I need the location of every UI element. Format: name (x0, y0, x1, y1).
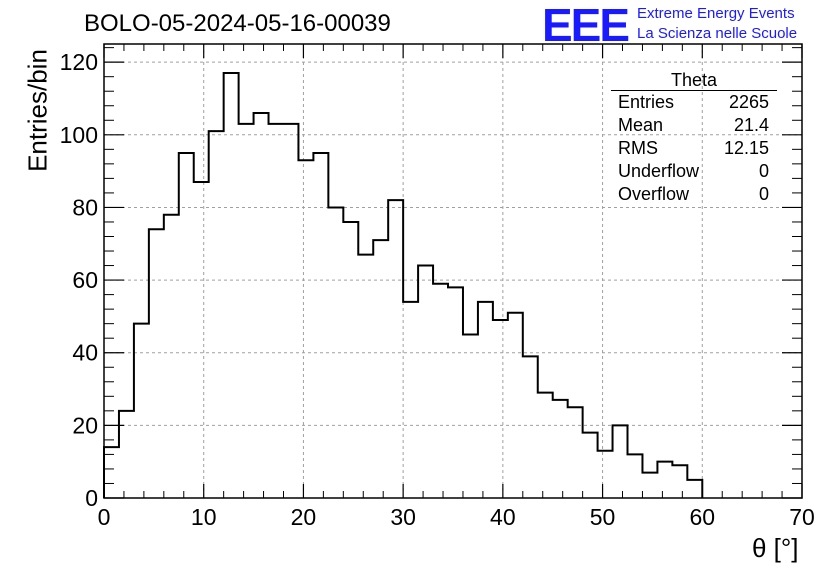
chart-title: BOLO-05-2024-05-16-00039 (84, 10, 391, 37)
x-tick-label: 30 (390, 504, 416, 530)
eee-logo: EEE (542, 0, 630, 51)
stats-row-mean: Mean 21.4 (611, 114, 777, 137)
stats-label: Overflow (618, 184, 690, 204)
y-tick-label: 0 (85, 485, 98, 511)
x-tick-label: 10 (191, 504, 217, 530)
y-tick-label: 40 (72, 340, 98, 366)
x-tick-label: 0 (98, 504, 111, 530)
y-axis-label: Entries/bin (22, 49, 53, 172)
tick-labels-layer: 0 10 20 30 40 50 60 70 0 20 40 60 80 100 120 (60, 49, 815, 530)
y-tick-label: 120 (60, 49, 98, 75)
stats-value: 0 (758, 161, 769, 181)
stats-value: 12.15 (723, 138, 769, 158)
stats-row-rms: RMS 12.15 (611, 137, 777, 160)
stats-label: Mean (618, 115, 664, 135)
plot-frame (103, 43, 803, 499)
logo-caption-line2: La Scienza nelle Scuole (637, 25, 798, 42)
x-tick-label: 20 (291, 504, 317, 530)
y-tick-label: 100 (60, 122, 98, 148)
y-tick-label: 20 (72, 412, 98, 438)
y-tick-label: 80 (72, 194, 98, 220)
x-axis-label: θ [°] (752, 533, 799, 563)
stats-label: Entries (618, 92, 675, 112)
stats-row-underflow: Underflow 0 (611, 160, 777, 183)
y-tick-label: 60 (72, 267, 98, 293)
x-tick-label: 70 (789, 504, 815, 530)
stats-value: 21.4 (733, 115, 769, 135)
x-tick-label: 60 (689, 504, 715, 530)
stats-label: Underflow (618, 161, 700, 181)
ticks-layer (103, 44, 803, 499)
histogram-series (103, 72, 704, 498)
grid-layer (104, 44, 802, 498)
stats-row-entries: Entries 2265 (611, 91, 777, 114)
logo-caption: Extreme Energy Events La Scienza nelle S… (637, 4, 797, 44)
stats-box: Theta Entries 2265 Mean 21.4 RMS 12.15 U… (611, 70, 777, 206)
stats-title: Theta (611, 70, 777, 91)
logo-caption-line1: Extreme Energy Events (637, 5, 795, 22)
x-tick-label: 50 (590, 504, 616, 530)
stats-row-overflow: Overflow 0 (611, 183, 777, 206)
stats-label: RMS (618, 138, 658, 158)
x-tick-label: 40 (490, 504, 516, 530)
stats-value: 0 (758, 184, 769, 204)
stats-value: 2265 (728, 92, 769, 112)
